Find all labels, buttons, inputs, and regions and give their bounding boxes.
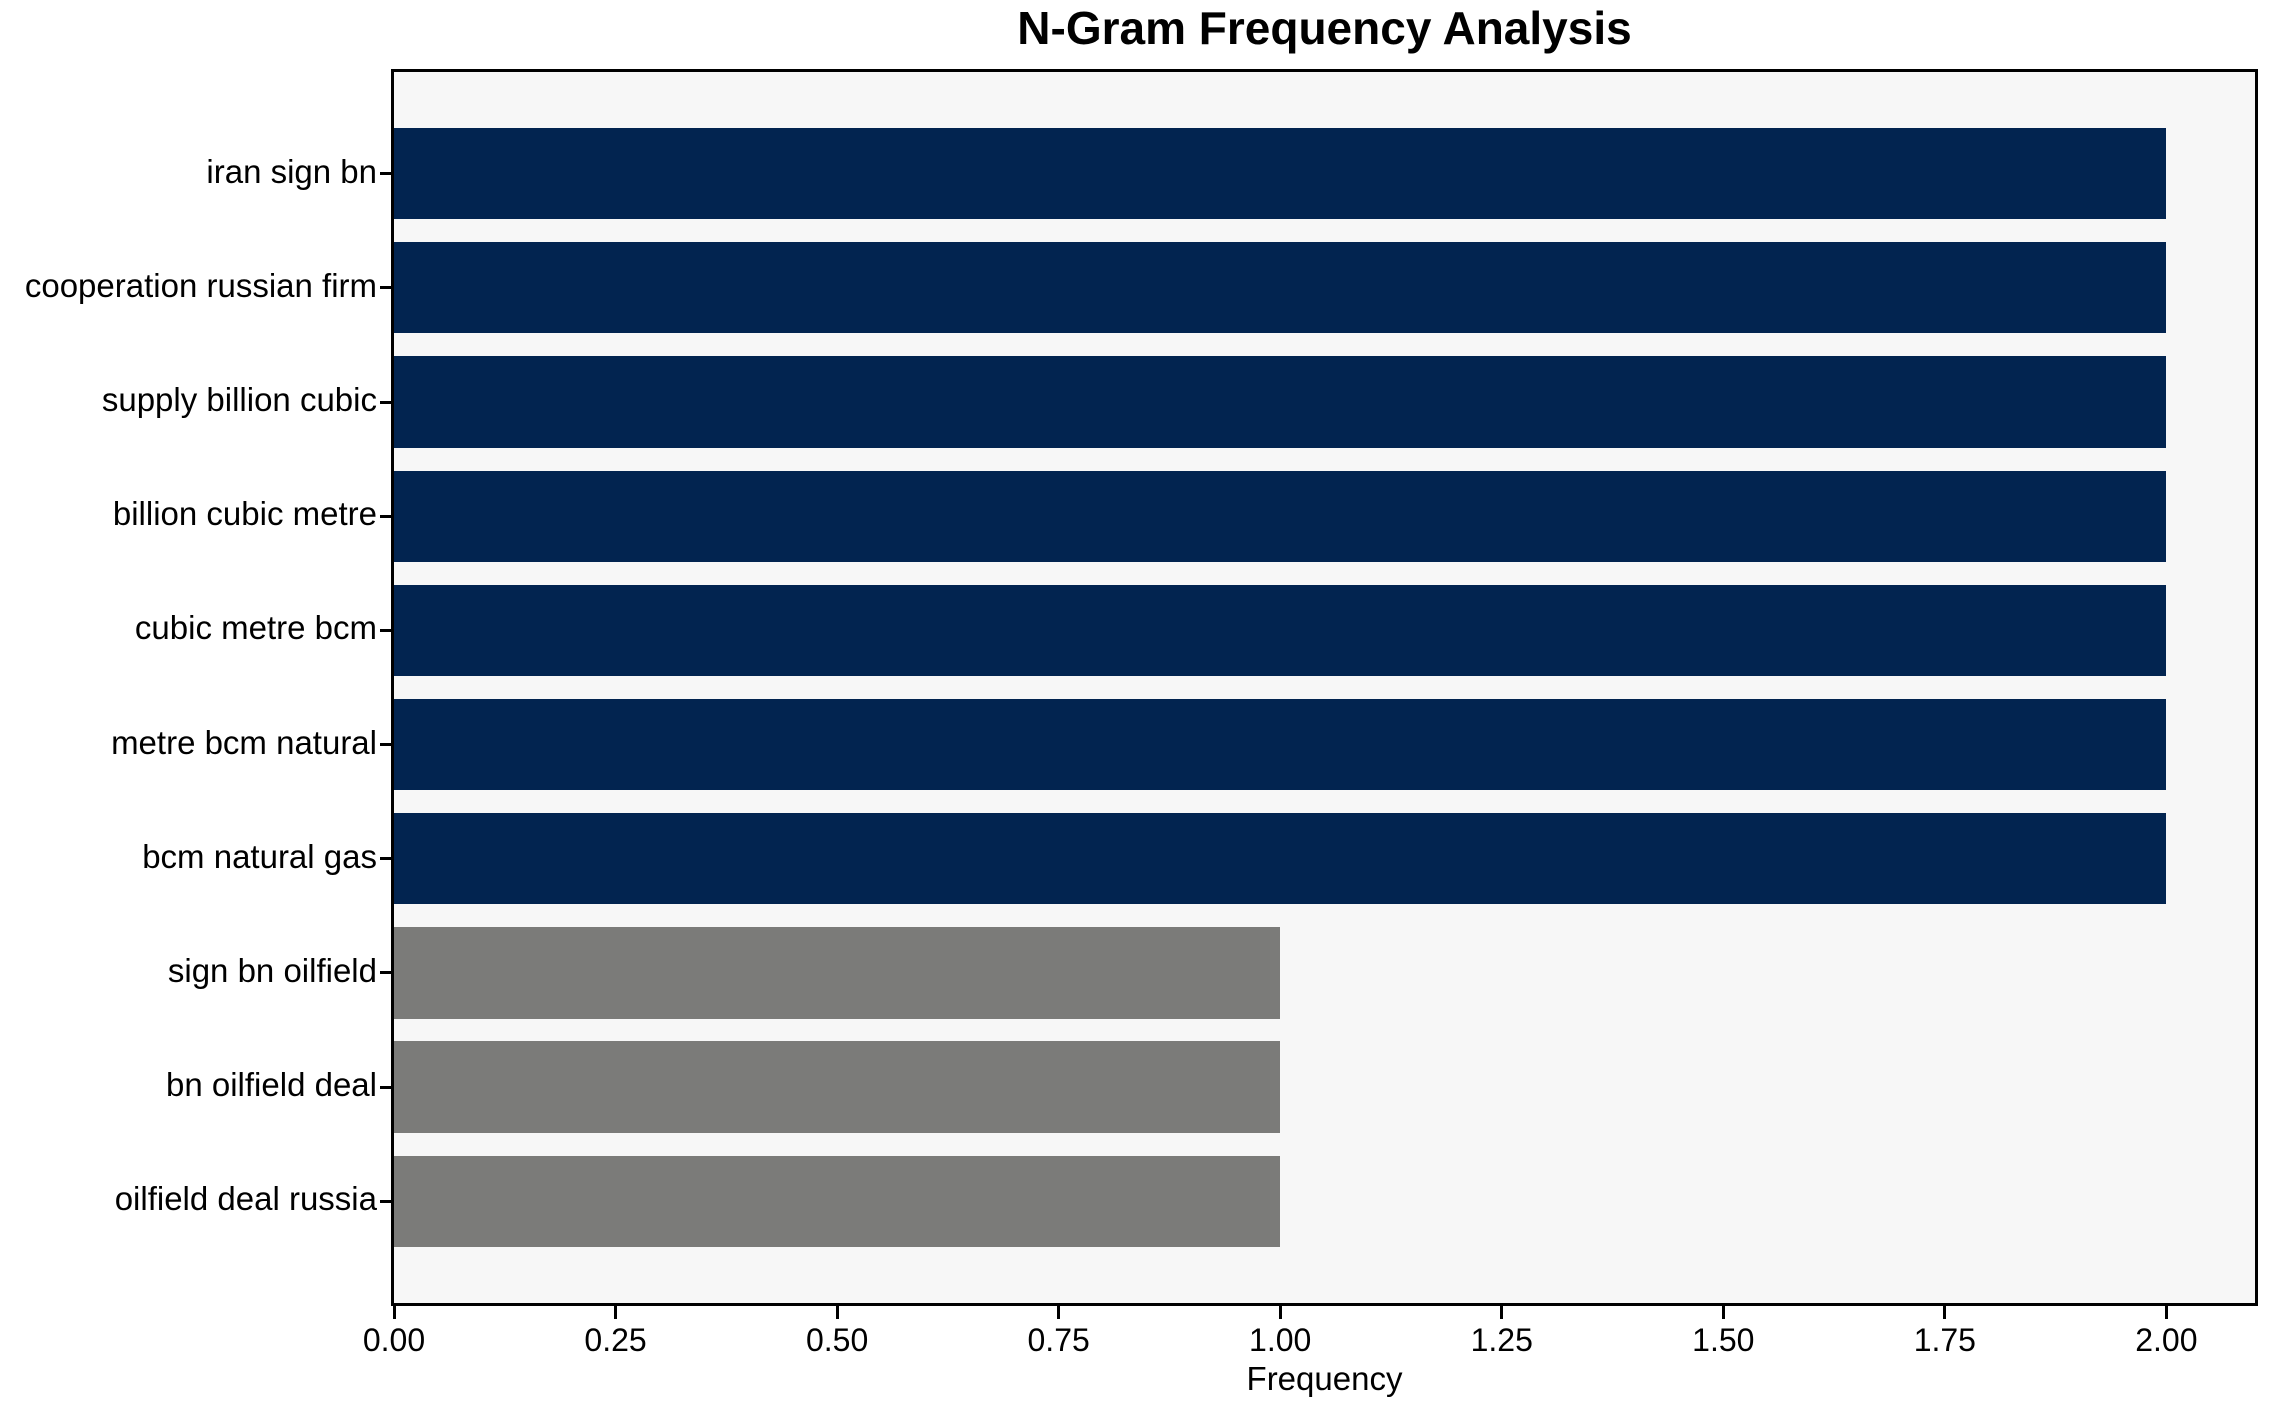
bar-bn-oilfield-deal <box>394 1041 1281 1133</box>
x-tick-label: 1.25 <box>1470 1322 1533 1358</box>
x-tick-label: 0.00 <box>362 1322 426 1358</box>
x-tick <box>835 1306 839 1319</box>
y-tick-label: cubic metre bcm <box>134 609 377 647</box>
x-tick <box>1500 1306 1504 1319</box>
y-tick-label: sign bn oilfield <box>167 951 377 989</box>
x-tick-label: 2.00 <box>2135 1322 2198 1358</box>
x-tick <box>392 1306 396 1319</box>
x-tick-label: 0.25 <box>584 1322 647 1358</box>
y-tick <box>380 514 391 518</box>
bar-bcm-natural-gas <box>394 813 2167 905</box>
y-tick <box>380 743 391 747</box>
bar-oilfield-deal-russia <box>394 1155 1281 1248</box>
x-tick <box>1057 1306 1061 1319</box>
x-tick-label: 0.75 <box>1027 1322 1090 1358</box>
y-tick-label: bn oilfield deal <box>166 1066 377 1104</box>
x-tick <box>1943 1306 1947 1319</box>
y-tick-label: cooperation russian firm <box>24 266 377 304</box>
y-tick <box>380 628 391 632</box>
x-tick <box>1278 1306 1282 1319</box>
x-tick <box>614 1306 618 1319</box>
y-tick-label: iran sign bn <box>206 152 377 190</box>
y-tick <box>380 1199 391 1203</box>
x-tick-label: 0.50 <box>805 1322 869 1358</box>
x-tick <box>2164 1306 2168 1319</box>
bar-iran-sign-bn <box>394 127 2167 220</box>
x-tick-label: 1.00 <box>1249 1322 1312 1358</box>
y-tick <box>380 971 391 975</box>
bar-billion-cubic-metre <box>394 470 2167 562</box>
y-tick-label: metre bcm natural <box>111 723 377 761</box>
y-tick <box>380 400 391 404</box>
y-tick-label: supply billion cubic <box>101 381 377 419</box>
x-tick-label: 1.50 <box>1692 1322 1755 1358</box>
y-tick-label: bcm natural gas <box>142 837 377 875</box>
y-tick-label: billion cubic metre <box>112 495 377 533</box>
y-tick <box>380 857 391 861</box>
y-tick-label: oilfield deal russia <box>114 1180 377 1218</box>
plot-area <box>391 69 2258 1306</box>
x-tick <box>1721 1306 1725 1319</box>
bar-cubic-metre-bcm <box>394 584 2167 677</box>
x-tick-label: 1.75 <box>1913 1322 1976 1358</box>
y-tick <box>380 286 391 290</box>
bar-supply-billion-cubic <box>394 356 2167 448</box>
chart-title: N-Gram Frequency Analysis <box>1017 2 1632 54</box>
y-tick <box>380 172 391 176</box>
bar-sign-bn-oilfield <box>394 927 1281 1019</box>
bar-metre-bcm-natural <box>394 698 2167 791</box>
x-axis-label: Frequency <box>1246 1360 1403 1397</box>
bar-cooperation-russian-firm <box>394 242 2167 334</box>
y-tick <box>380 1085 391 1089</box>
